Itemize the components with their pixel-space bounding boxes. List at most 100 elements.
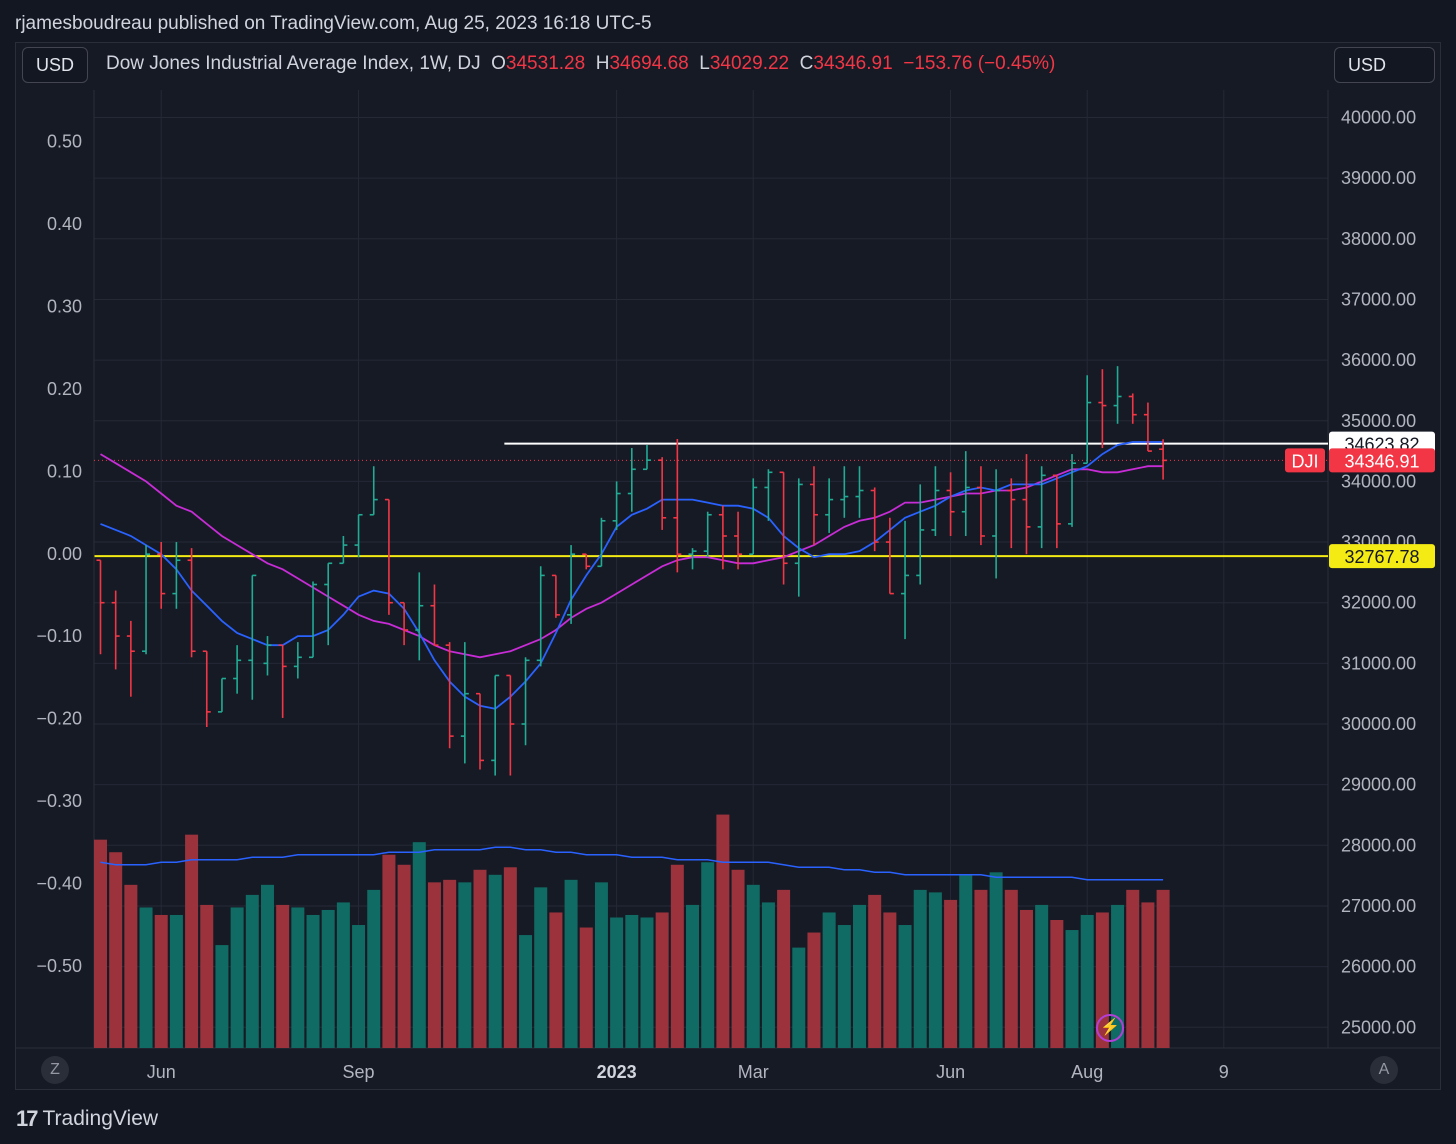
- volume-bar: [1035, 904, 1049, 1048]
- ohlc-bar: [901, 520, 910, 640]
- ohlc-bar: [187, 548, 196, 658]
- currency-right-button[interactable]: USD: [1334, 47, 1435, 83]
- ohlc-bar: [430, 584, 439, 646]
- volume-bar: [837, 925, 851, 1048]
- high-value: 34694.68: [609, 53, 689, 74]
- volume-bar: [898, 925, 912, 1048]
- ohlc-bar: [263, 636, 272, 676]
- volume-bar: [853, 904, 866, 1048]
- left-axis-tick: 0.30: [47, 296, 82, 316]
- volume-bar: [594, 882, 608, 1048]
- ohlc-bar: [1068, 454, 1077, 527]
- ohlc-bar: [567, 545, 576, 624]
- right-axis-tick: 30000.00: [1341, 714, 1416, 734]
- ohlc-bar: [703, 511, 712, 558]
- volume-bar: [701, 862, 715, 1048]
- volume-bar: [260, 884, 274, 1048]
- ohlc-bar: [855, 466, 864, 518]
- volume-bar: [792, 947, 806, 1048]
- volume-bar: [913, 889, 927, 1048]
- volume-bar: [564, 879, 578, 1048]
- high-label: H: [595, 53, 610, 74]
- ohlc-bar: [1052, 474, 1061, 549]
- time-axis-tick: 9: [1219, 1062, 1229, 1082]
- ohlc-bar: [384, 498, 393, 615]
- left-axis-tick: −0.10: [36, 626, 82, 646]
- time-axis-tick: Jun: [936, 1062, 965, 1082]
- ohlc-bar: [126, 620, 135, 697]
- left-axis-tick: −0.30: [36, 791, 82, 811]
- symbol-legend[interactable]: Dow Jones Industrial Average Index, 1W, …: [106, 53, 1055, 75]
- volume-bar: [124, 884, 138, 1048]
- zoom-button[interactable]: Z: [41, 1056, 69, 1084]
- left-axis-tick: −0.20: [36, 709, 82, 729]
- ma-slow-line: [100, 453, 1164, 659]
- ohlc-bar: [339, 535, 348, 565]
- right-axis-tick: 27000.00: [1341, 896, 1416, 916]
- right-axis-tick: 25000.00: [1341, 1017, 1416, 1037]
- left-axis-tick: 0.10: [47, 461, 82, 481]
- publisher-info: rjamesboudreau published on TradingView.…: [15, 13, 652, 34]
- ohlc-bar: [1007, 478, 1016, 549]
- volume-bar: [731, 869, 745, 1048]
- volume-bar: [321, 909, 335, 1048]
- volume-bar: [185, 834, 199, 1048]
- volume-bar: [154, 914, 168, 1048]
- right-axis-tick: 32000.00: [1341, 593, 1416, 613]
- close-value: 34346.91: [813, 53, 893, 74]
- ohlc-bar: [627, 448, 636, 512]
- close-label: C: [799, 53, 814, 74]
- ohlc-bar: [293, 642, 302, 679]
- ohlc-bar: [779, 471, 788, 585]
- ohlc-bar: [476, 692, 484, 770]
- ohlc-bar: [202, 650, 211, 728]
- ohlc-bar: [931, 466, 940, 536]
- ohlc-bar: [157, 542, 166, 609]
- ohlc-bar: [324, 562, 333, 646]
- change-value: −153.76 (−0.45%): [903, 53, 1056, 74]
- tradingview-logo[interactable]: 17 TradingView: [16, 1106, 158, 1132]
- volume-bar: [458, 882, 472, 1048]
- symbol-tag: DJI: [1292, 451, 1319, 471]
- lightning-icon[interactable]: ⚡: [1096, 1014, 1124, 1042]
- volume-bar: [928, 892, 942, 1048]
- volume-bar: [139, 907, 153, 1048]
- ohlc-bar: [688, 548, 697, 570]
- volume-bar: [670, 864, 684, 1048]
- ohlc-bar: [946, 472, 955, 536]
- right-axis-tick: 37000.00: [1341, 289, 1416, 309]
- volume-bar: [200, 904, 214, 1048]
- volume-ma-line: [100, 846, 1164, 881]
- tradingview-brand: TradingView: [42, 1107, 159, 1130]
- volume-bar: [215, 945, 229, 1048]
- ohlc-bar: [248, 574, 257, 700]
- volume-bar: [488, 874, 502, 1048]
- currency-left-button[interactable]: USD: [22, 47, 88, 83]
- open-value: 34531.28: [505, 53, 586, 74]
- right-axis-tick: 38000.00: [1341, 229, 1416, 249]
- left-axis-tick: −0.40: [36, 874, 82, 894]
- ohlc-bar: [976, 466, 985, 546]
- symbol-tag-bg: [1285, 448, 1325, 473]
- ohlc-bar: [642, 445, 651, 471]
- volume-bar: [549, 912, 563, 1048]
- ohlc-bar: [809, 466, 818, 546]
- volume-bar: [807, 932, 821, 1048]
- volume-bar: [655, 912, 669, 1048]
- volume-bar: [716, 814, 730, 1048]
- ohlc-bar: [354, 513, 363, 558]
- left-axis-tick: 0.20: [47, 379, 82, 399]
- right-axis-tick: 29000.00: [1341, 775, 1416, 795]
- symbol-name: Dow Jones Industrial Average Index, 1W, …: [106, 53, 481, 74]
- ohlc-bar: [1143, 402, 1152, 452]
- volume-bar: [473, 869, 487, 1048]
- left-axis-tick: 0.00: [47, 544, 82, 564]
- ohlc-bar: [506, 674, 515, 776]
- low-label: L: [699, 53, 710, 74]
- ohlc-bar: [1128, 393, 1137, 424]
- volume-bar: [777, 889, 791, 1048]
- volume-bar: [1050, 919, 1064, 1048]
- auto-scale-button[interactable]: A: [1370, 1056, 1398, 1084]
- ohlc-bar: [491, 674, 500, 776]
